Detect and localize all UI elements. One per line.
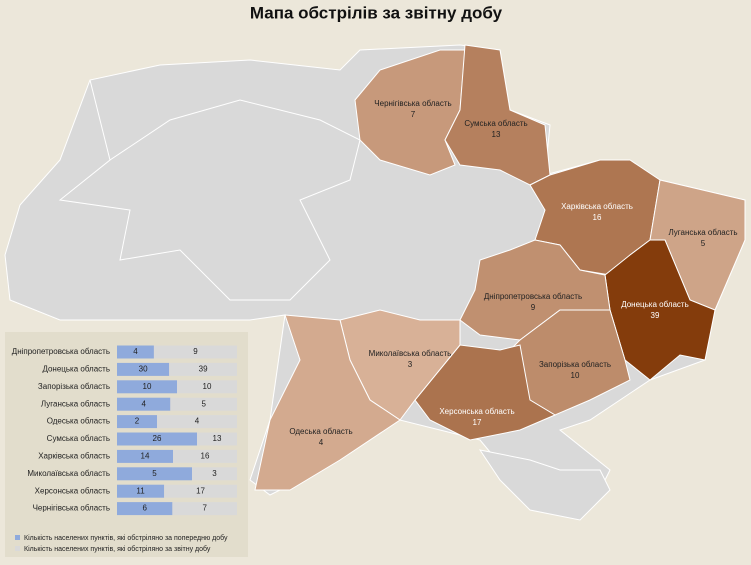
- category-label: Луганська область: [41, 399, 110, 408]
- region-value: 17: [473, 418, 482, 427]
- bar-label: 26: [153, 434, 162, 443]
- bar: [117, 467, 192, 481]
- bar-label: 14: [141, 452, 150, 461]
- bar-label: 4: [141, 399, 146, 408]
- category-label: Чернігівська область: [33, 504, 110, 513]
- bar-label: 9: [193, 347, 198, 356]
- region: [254, 314, 401, 491]
- bar: [153, 345, 237, 359]
- legend-swatch: [15, 546, 20, 551]
- bar: [197, 432, 237, 446]
- bar-label: 39: [199, 365, 208, 374]
- bar-label: 16: [201, 452, 210, 461]
- bar-label: 5: [152, 469, 157, 478]
- bar-label: 6: [142, 504, 147, 513]
- bar-label: 30: [139, 365, 148, 374]
- bar: [117, 415, 157, 429]
- bar-label: 11: [136, 486, 145, 495]
- region-name: Миколаївська область: [369, 349, 452, 358]
- region-name: Одеська область: [289, 427, 352, 436]
- borders: [58, 79, 361, 301]
- category-label: Дніпропетровська область: [12, 347, 110, 356]
- category-label: Херсонська область: [35, 486, 110, 495]
- bar: [117, 345, 154, 359]
- bar: [157, 415, 237, 429]
- region-value: 39: [651, 311, 660, 320]
- region-value: 10: [571, 371, 580, 380]
- region-name: Сумська область: [464, 119, 527, 128]
- bar: [117, 432, 197, 446]
- bar: [192, 467, 237, 481]
- legend-label: Кількість населених пунктів, які обстріл…: [24, 534, 228, 542]
- category-label: Запорізька область: [38, 382, 110, 391]
- region-name: Херсонська область: [439, 407, 514, 416]
- region-value: 13: [492, 130, 501, 139]
- bar: [117, 484, 165, 498]
- legend-swatch: [15, 535, 20, 540]
- region: [414, 344, 557, 441]
- region-name: Дніпропетровська область: [484, 292, 582, 301]
- region-value: 16: [593, 213, 602, 222]
- region-value: 4: [319, 438, 324, 447]
- bar: [173, 449, 237, 463]
- bar-label: 4: [195, 417, 200, 426]
- category-label: Донецька область: [42, 365, 110, 374]
- bar-label: 5: [201, 399, 206, 408]
- region-name: Донецька область: [621, 300, 689, 309]
- bar: [177, 380, 237, 394]
- bar-label: 2: [135, 417, 140, 426]
- legend-label: Кількість населених пунктів, які обстріл…: [24, 545, 211, 553]
- bar-label: 7: [202, 504, 207, 513]
- bar-label: 3: [212, 469, 217, 478]
- bar-label: 4: [133, 347, 138, 356]
- bar: [170, 397, 237, 411]
- category-label: Одеська область: [47, 417, 110, 426]
- bar: [172, 502, 237, 516]
- bar: [117, 362, 170, 376]
- region-value: 5: [701, 239, 706, 248]
- map-title: Мапа обстрілів за звітну добу: [250, 3, 503, 22]
- region-name: Запорізька область: [539, 360, 611, 369]
- region-value: 9: [531, 303, 536, 312]
- region-name: Чернігівська область: [374, 99, 451, 108]
- map: Чернігівська область 7 Сумська область 13 Ха…: [4, 44, 746, 521]
- category-label: Миколаївська область: [27, 469, 110, 478]
- bar: [117, 397, 171, 411]
- bar: [164, 484, 237, 498]
- region-value: 7: [411, 110, 416, 119]
- category-label: Сумська область: [47, 434, 110, 443]
- bar: [117, 380, 177, 394]
- crimea: [478, 449, 611, 521]
- bar-label: 10: [143, 382, 152, 391]
- bar: [169, 362, 237, 376]
- bar-label: 17: [196, 486, 205, 495]
- bar: [117, 449, 173, 463]
- region-name: Харківська область: [561, 202, 633, 211]
- chart-panel: Дніпропетровська область 4 9 Донецька облас…: [5, 332, 248, 557]
- bar-label: 13: [213, 434, 222, 443]
- category-label: Харківська область: [38, 452, 110, 461]
- bar: [117, 502, 173, 516]
- region-value: 3: [408, 360, 413, 369]
- region-name: Луганська область: [668, 228, 737, 237]
- bar-label: 10: [203, 382, 212, 391]
